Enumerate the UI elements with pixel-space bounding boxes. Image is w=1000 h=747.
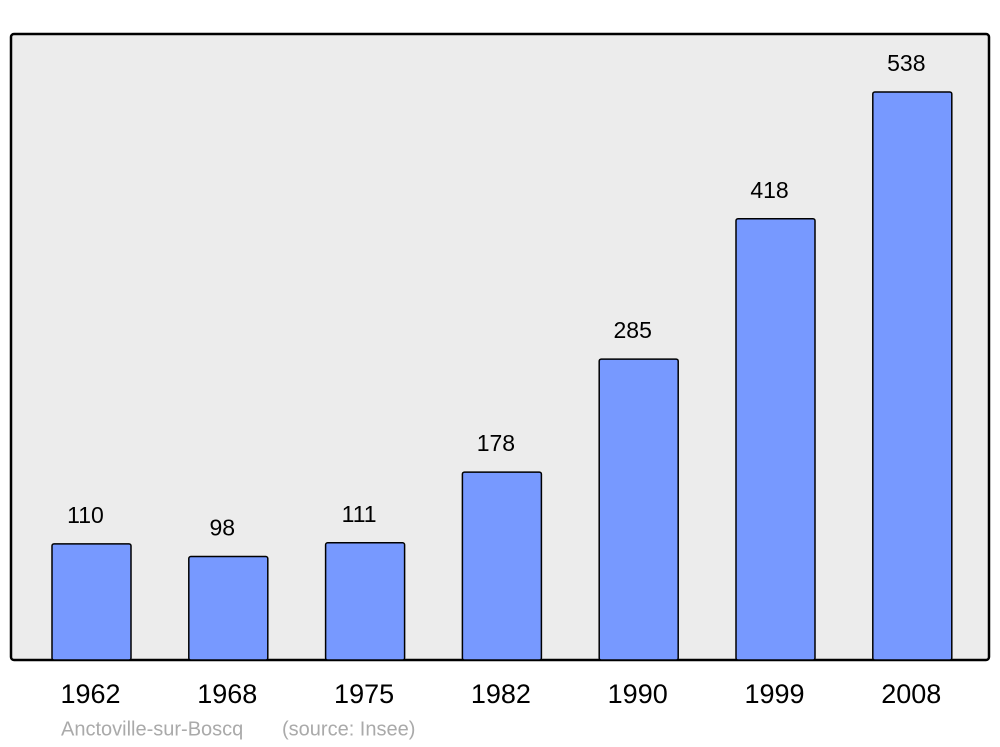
- value-label: 418: [750, 177, 788, 203]
- value-label: 285: [614, 317, 652, 343]
- bar: [872, 91, 953, 661]
- value-label: 110: [67, 502, 104, 528]
- x-tick-label: 1975: [334, 679, 394, 709]
- source-note: (source: Insee): [282, 718, 415, 740]
- value-label: 111: [342, 501, 377, 527]
- x-tick-label: 1999: [744, 679, 804, 709]
- bar: [188, 555, 269, 661]
- x-tick-label: 2008: [881, 679, 941, 709]
- bar: [324, 542, 406, 661]
- chart-title: Anctoville-sur-Boscq: [61, 718, 243, 740]
- bar: [598, 358, 679, 661]
- value-label: 178: [477, 430, 515, 456]
- bar: [51, 543, 132, 661]
- bar: [735, 217, 816, 661]
- x-tick-label: 1962: [60, 679, 120, 709]
- value-label: 98: [210, 515, 236, 541]
- bar: [461, 471, 543, 661]
- x-tick-label: 1982: [471, 679, 531, 709]
- value-label: 538: [887, 50, 925, 76]
- x-tick-label: 1990: [608, 679, 668, 709]
- x-tick-label: 1968: [197, 679, 257, 709]
